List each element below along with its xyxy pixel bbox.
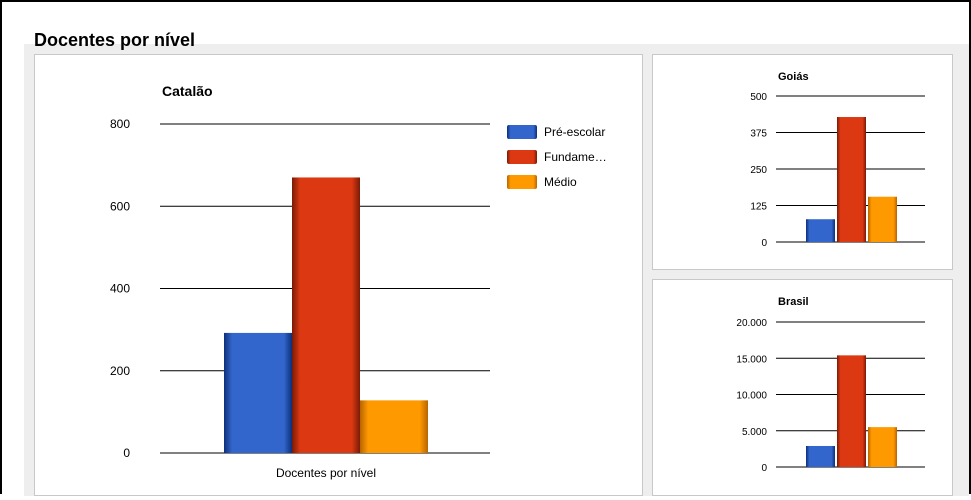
y-tick-label: 375: [750, 129, 767, 140]
y-tick-label: 200: [110, 364, 130, 378]
chart-title: Brasil: [778, 296, 809, 308]
y-tick-label: 0: [761, 238, 767, 249]
y-tick-label: 0: [761, 463, 767, 474]
bar-medio: [360, 400, 428, 453]
chart-catalao: Catalão 800 600 400 200 0 Docentes por nível Pr…: [110, 83, 607, 480]
legend-label: Médio: [544, 175, 577, 189]
legend-label: Fundame…: [544, 150, 607, 164]
bar-pre-escolar: [224, 332, 292, 453]
chart-title: Catalão: [162, 83, 213, 99]
y-tick-label: 400: [110, 282, 130, 296]
chart-brasil: Brasil 20.000 15.000 10.000 5.000 0: [736, 296, 925, 474]
bar-pre-escolar: [806, 445, 835, 467]
legend-swatch: [507, 175, 537, 189]
chart-title: Goiás: [778, 71, 809, 83]
bar-medio: [868, 427, 897, 467]
x-axis-label: Docentes por nível: [276, 466, 376, 480]
chart-card-goias: Goiás 500 375 250 125 0: [652, 54, 953, 270]
y-tick-label: 500: [750, 92, 767, 103]
bar-medio: [868, 196, 897, 242]
bar-fundamental: [292, 177, 360, 453]
legend-label: Pré-escolar: [544, 125, 605, 139]
bar-pre-escolar: [806, 219, 835, 242]
y-tick-label: 5.000: [742, 427, 767, 438]
y-tick-label: 600: [110, 199, 130, 213]
chart-card-brasil: Brasil 20.000 15.000 10.000 5.000 0: [652, 279, 953, 496]
y-tick-label: 20.000: [736, 318, 767, 329]
y-tick-label: 125: [750, 202, 767, 213]
y-tick-label: 250: [750, 165, 767, 176]
section-title: Docentes por nível: [34, 30, 196, 50]
chart-card-catalao: Catalão 800 600 400 200 0 Docentes por nível Pr…: [34, 54, 643, 496]
y-tick-label: 0: [123, 446, 130, 460]
bar-fundamental: [837, 117, 866, 242]
y-tick-label: 15.000: [736, 354, 767, 365]
y-tick-label: 800: [110, 117, 130, 131]
y-tick-label: 10.000: [736, 391, 767, 402]
legend-swatch: [507, 125, 537, 139]
legend-swatch: [507, 150, 537, 164]
bar-fundamental: [837, 355, 866, 467]
chart-goias: Goiás 500 375 250 125 0: [750, 71, 925, 249]
